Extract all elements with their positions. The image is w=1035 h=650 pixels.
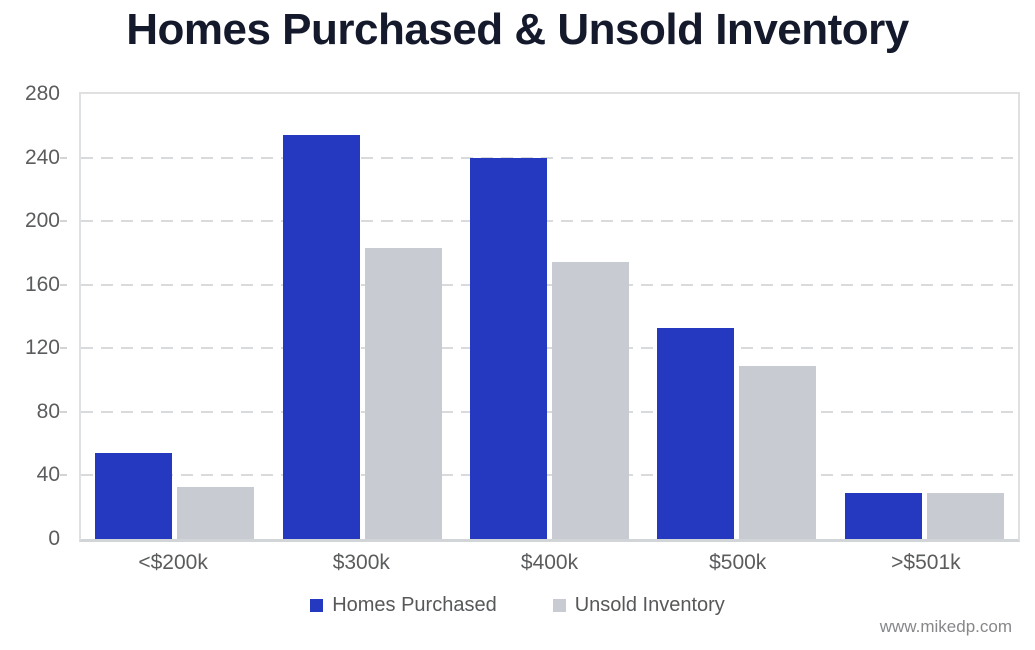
gridline [81,410,1018,413]
gridline [81,283,1018,286]
x-category-label: >$501k [891,551,961,574]
legend-swatch-unsold-inventory [552,599,566,612]
y-tick-label: 240 [24,145,60,169]
bar-unsold-inventory-400k [552,262,630,539]
legend: Homes Purchased Unsold Inventory [0,594,1035,617]
bar-group-200k [81,94,268,539]
gridline [81,474,1018,477]
bar-group-501k [831,94,1018,539]
x-category-label: <$200k [138,551,208,574]
legend-item-homes-purchased: Homes Purchased [310,594,497,617]
y-tick-label: 40 [36,463,60,487]
bar-unsold-inventory-200k [177,486,255,539]
watermark-url: www.mikedp.com [879,617,1012,636]
bar-unsold-inventory-501k [926,492,1004,539]
chart-title: Homes Purchased & Unsold Inventory [126,5,909,54]
y-axis-tick [60,156,67,159]
y-tick-label: 0 [48,527,60,550]
bar-homes-purchased-501k [844,492,922,539]
x-category-label: $300k [332,551,390,574]
gridline [81,347,1018,350]
bar-groups [81,94,1018,539]
y-axis-tick [60,474,67,477]
y-axis-tick [60,283,67,286]
legend-item-unsold-inventory: Unsold Inventory [552,594,725,617]
y-tick-label: 280 [24,82,60,105]
bar-group-500k [643,94,830,539]
y-tick-label: 120 [24,336,60,360]
x-category-label: $400k [520,551,579,574]
y-tick-label: 80 [36,399,60,423]
plot-area [60,92,1020,542]
bar-homes-purchased-200k [95,453,173,539]
bar-homes-purchased-300k [282,135,360,539]
y-tick-label: 160 [24,272,60,296]
bar-unsold-inventory-300k [364,248,442,539]
bar-group-300k [268,94,455,539]
y-axis-tick [60,347,67,350]
bar-homes-purchased-400k [470,157,548,539]
bar-unsold-inventory-500k [739,365,817,539]
bar-group-400k [456,94,643,539]
legend-swatch-homes-purchased [310,599,324,612]
y-tick-label: 200 [24,209,60,233]
y-axis-tick [60,220,67,223]
y-axis: 0 40 80 120 160 200 240 280 [0,82,60,550]
bar-homes-purchased-500k [657,327,735,539]
x-category-label: $500k [709,551,767,574]
legend-label-homes-purchased: Homes Purchased [332,594,497,616]
x-axis: <$200k $300k $400k $500k >$501k [79,551,1020,575]
gridline [81,156,1018,159]
gridline [81,220,1018,223]
legend-label-unsold-inventory: Unsold Inventory [574,594,725,616]
plot-inner [60,94,1018,539]
y-axis-tick [60,410,67,413]
